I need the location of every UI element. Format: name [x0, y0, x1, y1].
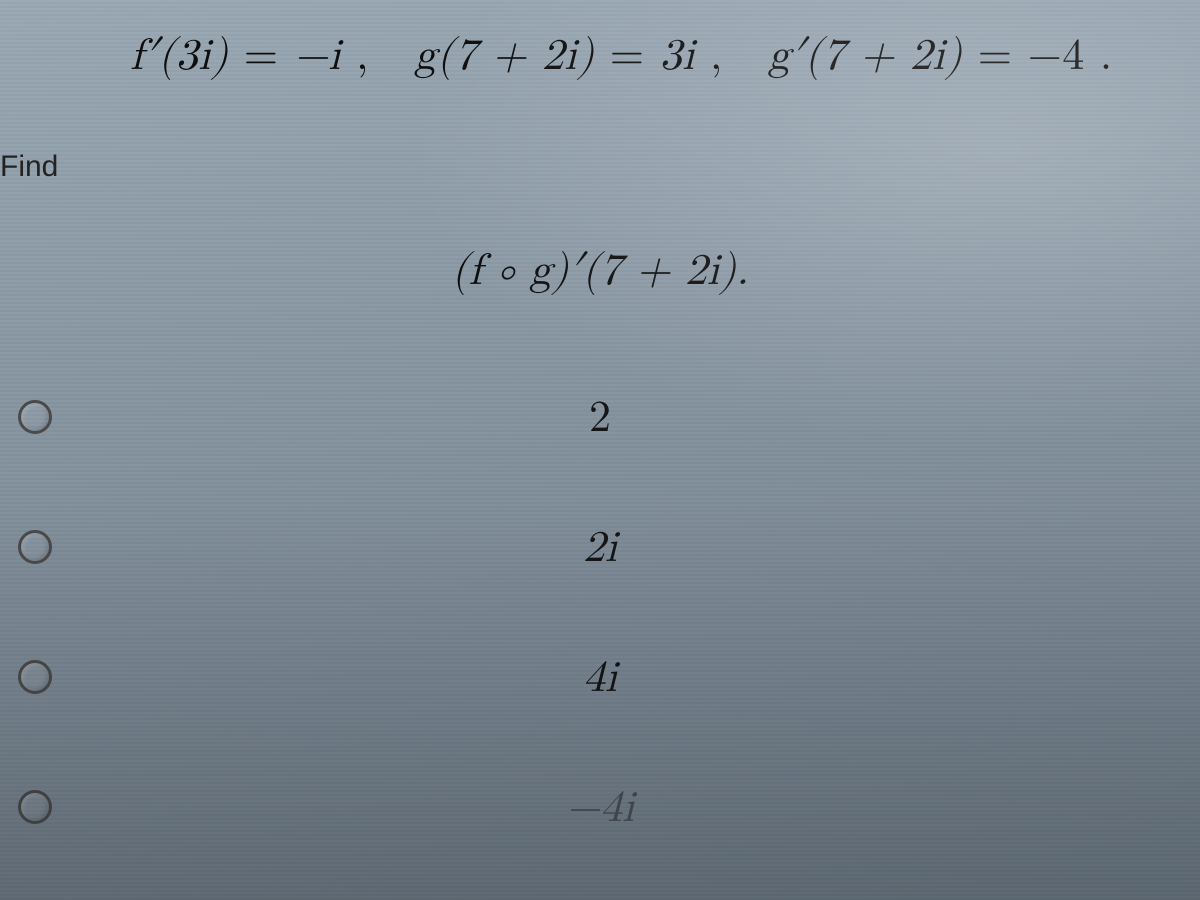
given-equations: f′(3i) = −i , g(7 + 2i) = 3i , g′(7 + 2i…: [130, 30, 1160, 83]
option-text-3: 4i: [0, 652, 1200, 705]
option-row: −4i: [0, 760, 1200, 890]
eq3-lhs: g′(7 + 2i): [768, 34, 963, 78]
option-text-4: −4i: [0, 782, 1200, 835]
option-text-2: 2i: [0, 522, 1200, 575]
question-page: f′(3i) = −i , g(7 + 2i) = 3i , g′(7 + 2i…: [0, 0, 1200, 900]
option-row: 2i: [0, 500, 1200, 630]
target-expression: (f ∘ g)′(7 + 2i).: [0, 245, 1200, 298]
option-row: 2: [0, 370, 1200, 500]
eq1-lhs: f′(3i): [130, 34, 229, 78]
option-row: 4i: [0, 630, 1200, 760]
eq2-rhs: 3i: [660, 34, 695, 78]
eq3-rhs: −4: [1028, 34, 1085, 78]
eq2-lhs: g(7 + 2i): [414, 34, 594, 78]
option-text-1: 2: [0, 392, 1200, 445]
prompt-label: Find: [0, 150, 58, 184]
answer-options: 2 2i 4i −4i: [0, 370, 1200, 890]
eq1-rhs: −i: [294, 34, 341, 78]
